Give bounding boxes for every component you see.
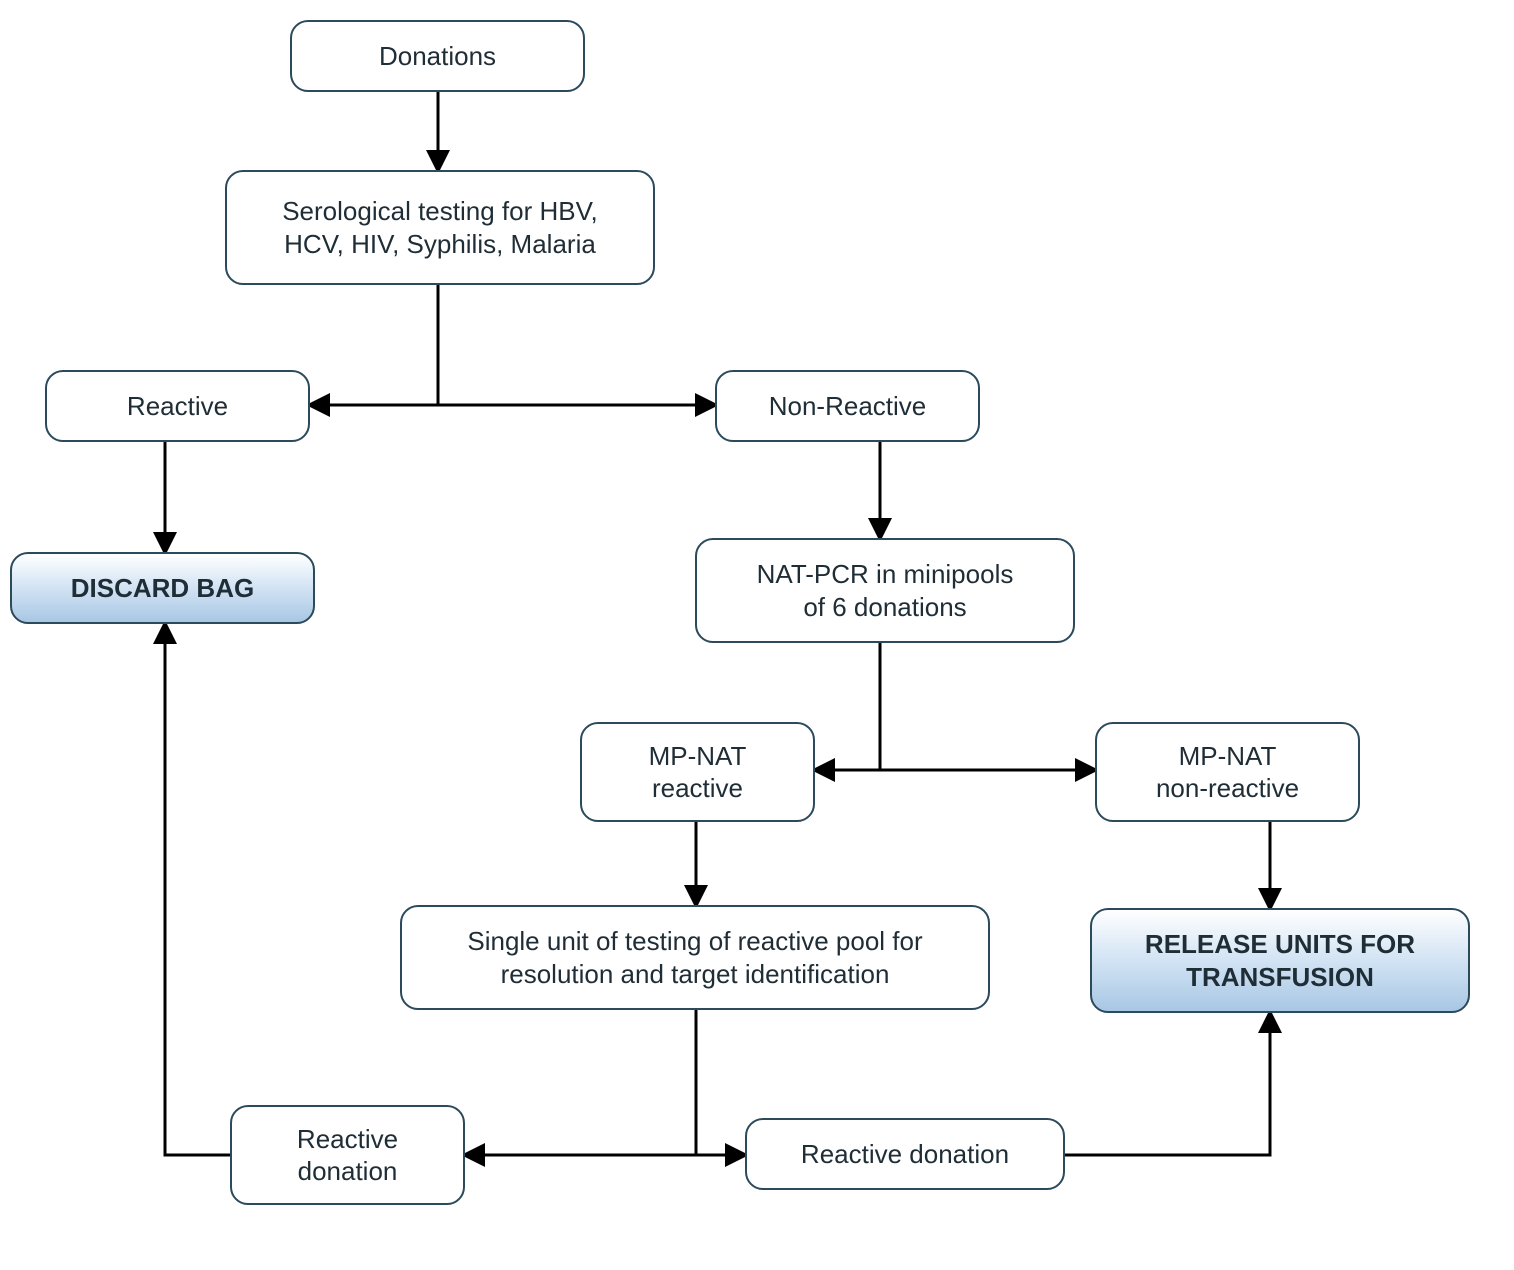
- node-nonreactive: Non-Reactive: [715, 370, 980, 442]
- node-label-reactive: Reactive: [127, 390, 228, 423]
- edge-serology-to-reactive: [310, 285, 438, 405]
- node-reactive: Reactive: [45, 370, 310, 442]
- node-label-serology: Serological testing for HBV, HCV, HIV, S…: [282, 195, 598, 260]
- flowchart-canvas: Donations Serological testing for HBV, HC…: [0, 0, 1514, 1270]
- node-label-reactivedon1: Reactive donation: [297, 1123, 398, 1188]
- node-label-mpreactive: MP-NAT reactive: [649, 740, 747, 805]
- edge-reactivedon2-to-release: [1065, 1013, 1270, 1155]
- node-singleunit: Single unit of testing of reactive pool …: [400, 905, 990, 1010]
- edge-reactivedon1-to-discard: [165, 624, 230, 1155]
- node-label-donations: Donations: [379, 40, 496, 73]
- node-label-reactivedon2: Reactive donation: [801, 1138, 1009, 1171]
- node-reactivedon1: Reactive donation: [230, 1105, 465, 1205]
- node-label-nonreactive: Non-Reactive: [769, 390, 927, 423]
- node-donations: Donations: [290, 20, 585, 92]
- node-serology: Serological testing for HBV, HCV, HIV, S…: [225, 170, 655, 285]
- node-label-natpcr: NAT-PCR in minipools of 6 donations: [757, 558, 1014, 623]
- node-label-mpnonreactive: MP-NAT non-reactive: [1156, 740, 1299, 805]
- node-label-release: RELEASE UNITS FOR TRANSFUSION: [1145, 928, 1415, 993]
- node-release: RELEASE UNITS FOR TRANSFUSION: [1090, 908, 1470, 1013]
- node-label-singleunit: Single unit of testing of reactive pool …: [467, 925, 922, 990]
- node-reactivedon2: Reactive donation: [745, 1118, 1065, 1190]
- node-natpcr: NAT-PCR in minipools of 6 donations: [695, 538, 1075, 643]
- edge-natpcr-to-mpreactive: [815, 643, 880, 770]
- edge-singleunit-to-reactivedon1: [465, 1010, 696, 1155]
- node-mpreactive: MP-NAT reactive: [580, 722, 815, 822]
- node-mpnonreactive: MP-NAT non-reactive: [1095, 722, 1360, 822]
- node-discard: DISCARD BAG: [10, 552, 315, 624]
- node-label-discard: DISCARD BAG: [71, 572, 254, 605]
